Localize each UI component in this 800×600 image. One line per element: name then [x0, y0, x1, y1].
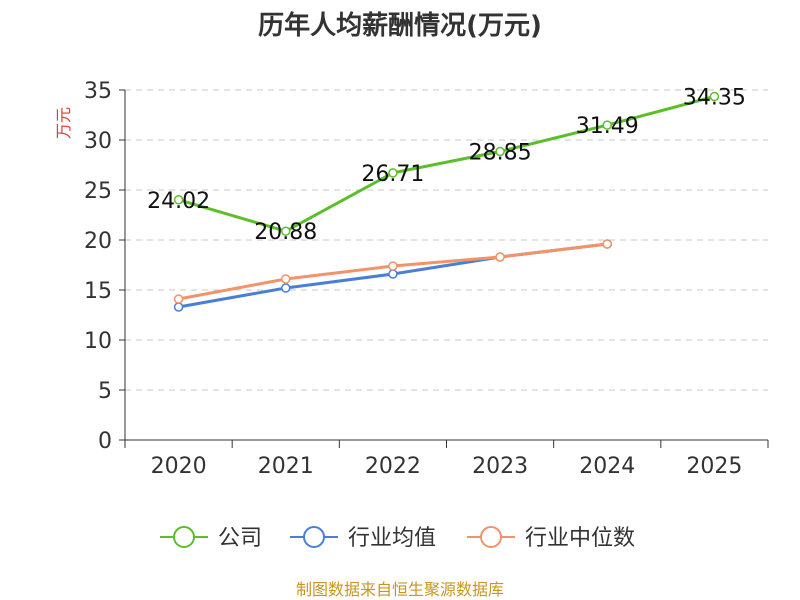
- x-tick-label: 2022: [365, 454, 421, 479]
- x-tick-label: 2020: [151, 454, 207, 479]
- data-point: [602, 120, 612, 130]
- data-label: 34.35: [683, 86, 746, 111]
- data-point: [388, 261, 398, 271]
- data-point: [388, 168, 398, 178]
- legend-label: 行业中位数: [525, 526, 635, 551]
- y-tick-label: 10: [84, 329, 112, 354]
- legend-marker: [480, 526, 502, 548]
- y-tick-label: 30: [84, 129, 112, 154]
- grid-lines: [125, 89, 768, 391]
- data-point: [281, 283, 291, 293]
- data-point: [173, 294, 184, 304]
- legend[interactable]: 公司 行业均值 行业中位数: [160, 526, 635, 551]
- data-label: 24.02: [147, 189, 210, 214]
- series-line-0: [178, 95, 715, 233]
- legend-label: 公司: [218, 526, 262, 551]
- data-point: [602, 239, 612, 249]
- data-point: [709, 91, 720, 102]
- data-label: 20.88: [254, 220, 317, 245]
- y-tick-label: 15: [84, 279, 112, 304]
- chart-title: 历年人均薪酬情况(万元): [258, 10, 542, 41]
- data-label: 26.71: [361, 162, 424, 187]
- legend-item-1[interactable]: 行业均值: [290, 526, 436, 551]
- data-point: [281, 226, 291, 236]
- x-tick-label: 2024: [579, 454, 635, 479]
- data-point: [173, 302, 184, 312]
- x-tick-label: 2023: [472, 454, 528, 479]
- data-label: 31.49: [576, 114, 639, 139]
- legend-item-0[interactable]: 公司: [160, 526, 262, 551]
- data-labels: 24.02 20.88 26.71 28.85 31.49 34.35: [147, 86, 746, 246]
- y-axis-label: 万元: [54, 107, 73, 139]
- y-tick-label: 5: [98, 379, 112, 404]
- legend-label: 行业均值: [348, 526, 436, 551]
- x-tick-label: 2025: [686, 454, 742, 479]
- data-point: [281, 274, 291, 284]
- legend-marker: [173, 526, 195, 548]
- legend-marker: [303, 526, 325, 548]
- data-point: [495, 146, 505, 157]
- y-tick-label: 25: [84, 179, 112, 204]
- y-tick-label: 0: [98, 429, 112, 454]
- data-point: [495, 252, 505, 262]
- legend-item-2[interactable]: 行业中位数: [467, 526, 635, 551]
- data-point: [388, 269, 398, 279]
- y-tick-label: 35: [84, 79, 112, 104]
- data-point: [173, 195, 184, 205]
- y-tick-label: 20: [84, 229, 112, 254]
- x-tick-label: 2021: [258, 454, 314, 479]
- data-label: 28.85: [469, 141, 532, 166]
- source-note: 制图数据来自恒生聚源数据库: [296, 580, 504, 599]
- series-lines: [173, 91, 720, 312]
